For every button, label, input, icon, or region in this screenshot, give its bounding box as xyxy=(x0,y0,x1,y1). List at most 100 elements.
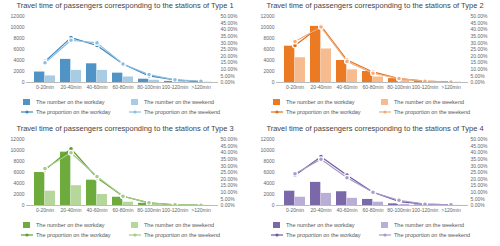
svg-text:>120min: >120min xyxy=(441,84,461,90)
svg-text:0-20min: 0-20min xyxy=(286,207,304,213)
svg-text:8000: 8000 xyxy=(13,35,24,41)
svg-text:35.00%: 35.00% xyxy=(471,33,489,39)
svg-text:25.00%: 25.00% xyxy=(221,46,239,52)
svg-text:0-20min: 0-20min xyxy=(36,207,54,213)
svg-text:10000: 10000 xyxy=(261,147,275,153)
svg-text:40.00%: 40.00% xyxy=(471,26,489,32)
svg-text:35.00%: 35.00% xyxy=(221,156,239,162)
svg-text:40.00%: 40.00% xyxy=(221,26,239,32)
svg-text:15.00%: 15.00% xyxy=(471,182,489,188)
svg-text:40-60min: 40-60min xyxy=(337,207,358,213)
svg-text:10000: 10000 xyxy=(11,147,25,153)
svg-text:25.00%: 25.00% xyxy=(471,46,489,52)
svg-text:100-120min: 100-120min xyxy=(162,84,189,90)
svg-text:30.00%: 30.00% xyxy=(221,40,239,46)
svg-text:60-80min: 60-80min xyxy=(113,84,134,90)
svg-text:12000: 12000 xyxy=(261,136,275,142)
svg-text:10000: 10000 xyxy=(11,24,25,30)
svg-text:45.00%: 45.00% xyxy=(221,20,239,26)
svg-text:0.00%: 0.00% xyxy=(221,79,236,85)
svg-text:0.00%: 0.00% xyxy=(471,202,486,208)
svg-text:6000: 6000 xyxy=(13,46,24,52)
svg-text:>120min: >120min xyxy=(191,207,211,213)
svg-text:0.00%: 0.00% xyxy=(221,202,236,208)
svg-text:20-40min: 20-40min xyxy=(311,207,332,213)
svg-text:45.00%: 45.00% xyxy=(471,20,489,26)
svg-text:10.00%: 10.00% xyxy=(221,66,239,72)
svg-text:5.00%: 5.00% xyxy=(221,73,236,79)
svg-text:2000: 2000 xyxy=(263,191,274,197)
svg-text:100-120min: 100-120min xyxy=(162,207,189,213)
svg-text:12000: 12000 xyxy=(11,13,25,19)
svg-text:60-80min: 60-80min xyxy=(363,84,384,90)
svg-text:40-60min: 40-60min xyxy=(87,84,108,90)
svg-text:20-40min: 20-40min xyxy=(61,84,82,90)
svg-text:50.00%: 50.00% xyxy=(471,136,489,142)
svg-text:25.00%: 25.00% xyxy=(471,169,489,175)
svg-text:20-40min: 20-40min xyxy=(61,207,82,213)
svg-text:0.00%: 0.00% xyxy=(471,79,486,85)
svg-text:10000: 10000 xyxy=(261,24,275,30)
svg-text:4000: 4000 xyxy=(263,180,274,186)
svg-text:30.00%: 30.00% xyxy=(221,163,239,169)
svg-text:>120min: >120min xyxy=(191,84,211,90)
svg-text:4000: 4000 xyxy=(13,57,24,63)
svg-text:5.00%: 5.00% xyxy=(221,196,236,202)
svg-text:25.00%: 25.00% xyxy=(221,169,239,175)
svg-text:2000: 2000 xyxy=(13,191,24,197)
svg-text:50.00%: 50.00% xyxy=(221,13,239,19)
svg-text:0-20min: 0-20min xyxy=(36,84,54,90)
svg-text:10.00%: 10.00% xyxy=(471,189,489,195)
svg-text:4000: 4000 xyxy=(13,180,24,186)
svg-text:8000: 8000 xyxy=(263,35,274,41)
svg-text:4000: 4000 xyxy=(263,57,274,63)
svg-text:0: 0 xyxy=(272,202,275,208)
svg-text:12000: 12000 xyxy=(261,13,275,19)
svg-text:40.00%: 40.00% xyxy=(471,149,489,155)
svg-text:10.00%: 10.00% xyxy=(471,66,489,72)
svg-text:80-100min: 80-100min xyxy=(137,207,161,213)
svg-text:6000: 6000 xyxy=(13,169,24,175)
svg-text:2000: 2000 xyxy=(13,68,24,74)
svg-text:60-80min: 60-80min xyxy=(113,207,134,213)
svg-text:2000: 2000 xyxy=(263,68,274,74)
svg-text:20.00%: 20.00% xyxy=(221,176,239,182)
svg-text:0: 0 xyxy=(22,79,25,85)
svg-text:20.00%: 20.00% xyxy=(471,53,489,59)
svg-text:100-120min: 100-120min xyxy=(412,207,439,213)
svg-text:50.00%: 50.00% xyxy=(471,13,489,19)
svg-text:60-80min: 60-80min xyxy=(363,207,384,213)
svg-text:6000: 6000 xyxy=(263,169,274,175)
svg-text:0: 0 xyxy=(272,79,275,85)
svg-text:30.00%: 30.00% xyxy=(471,40,489,46)
svg-text:40-60min: 40-60min xyxy=(337,84,358,90)
svg-text:100-120min: 100-120min xyxy=(412,84,439,90)
svg-text:8000: 8000 xyxy=(13,158,24,164)
svg-text:30.00%: 30.00% xyxy=(471,163,489,169)
svg-text:50.00%: 50.00% xyxy=(221,136,239,142)
svg-text:0-20min: 0-20min xyxy=(286,84,304,90)
svg-text:20-40min: 20-40min xyxy=(311,84,332,90)
svg-text:15.00%: 15.00% xyxy=(221,182,239,188)
svg-text:5.00%: 5.00% xyxy=(471,73,486,79)
svg-text:45.00%: 45.00% xyxy=(471,143,489,149)
svg-text:20.00%: 20.00% xyxy=(471,176,489,182)
svg-text:10.00%: 10.00% xyxy=(221,189,239,195)
svg-text:45.00%: 45.00% xyxy=(221,143,239,149)
svg-text:8000: 8000 xyxy=(263,158,274,164)
svg-text:80-100min: 80-100min xyxy=(387,84,411,90)
svg-text:80-100min: 80-100min xyxy=(137,84,161,90)
svg-text:5.00%: 5.00% xyxy=(471,196,486,202)
svg-text:80-100min: 80-100min xyxy=(387,207,411,213)
svg-text:40-60min: 40-60min xyxy=(87,207,108,213)
svg-text:15.00%: 15.00% xyxy=(221,59,239,65)
svg-text:12000: 12000 xyxy=(11,136,25,142)
svg-text:35.00%: 35.00% xyxy=(221,33,239,39)
svg-text:20.00%: 20.00% xyxy=(221,53,239,59)
svg-text:6000: 6000 xyxy=(263,46,274,52)
svg-text:0: 0 xyxy=(22,202,25,208)
svg-text:40.00%: 40.00% xyxy=(221,149,239,155)
svg-text:15.00%: 15.00% xyxy=(471,59,489,65)
svg-text:>120min: >120min xyxy=(441,207,461,213)
svg-text:35.00%: 35.00% xyxy=(471,156,489,162)
